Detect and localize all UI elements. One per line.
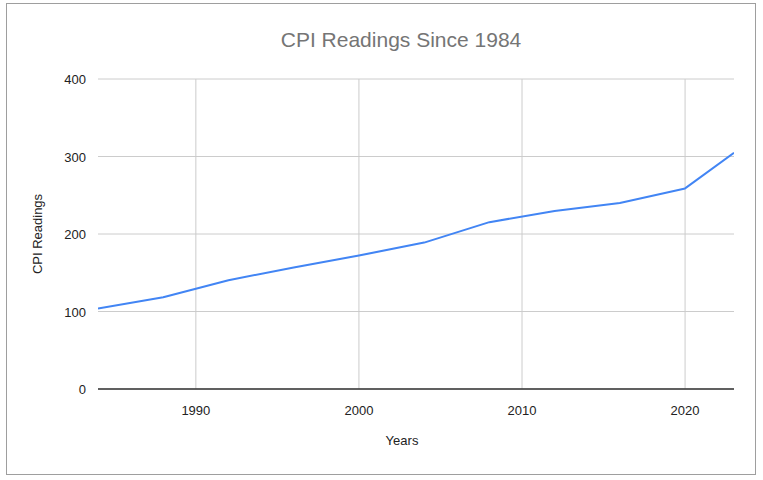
- y-tick-label: 100: [64, 305, 86, 320]
- y-tick-label: 0: [79, 382, 86, 397]
- x-tick-label: 2020: [671, 403, 700, 418]
- y-grid-line: [98, 79, 734, 80]
- chart-title: CPI Readings Since 1984: [281, 28, 522, 51]
- grid: [98, 79, 734, 389]
- x-tick-label: 2000: [344, 403, 373, 418]
- x-grid-line: [685, 79, 686, 389]
- x-axis-label: Years: [386, 433, 419, 448]
- y-tick-label: 300: [64, 150, 86, 165]
- y-grid-line: [98, 389, 734, 390]
- x-tick-label: 1990: [181, 403, 210, 418]
- x-grid-line: [358, 79, 359, 389]
- cpi-line: [98, 153, 734, 309]
- y-tick-label: 400: [64, 72, 86, 87]
- frame: [7, 4, 756, 475]
- y-grid-line: [98, 311, 734, 312]
- y-axis-label: CPI Readings: [30, 193, 45, 274]
- x-axis-line: [98, 388, 734, 390]
- y-tick-label: 200: [64, 227, 86, 242]
- plot-area: [98, 153, 734, 309]
- y-grid-line: [98, 234, 734, 235]
- x-grid-line: [522, 79, 523, 389]
- x-grid-line: [195, 79, 196, 389]
- chart: CPI Readings Since 1984 0 100 200 300 400 1990…: [0, 0, 763, 480]
- y-grid-line: [98, 156, 734, 157]
- x-tick-label: 2010: [508, 403, 537, 418]
